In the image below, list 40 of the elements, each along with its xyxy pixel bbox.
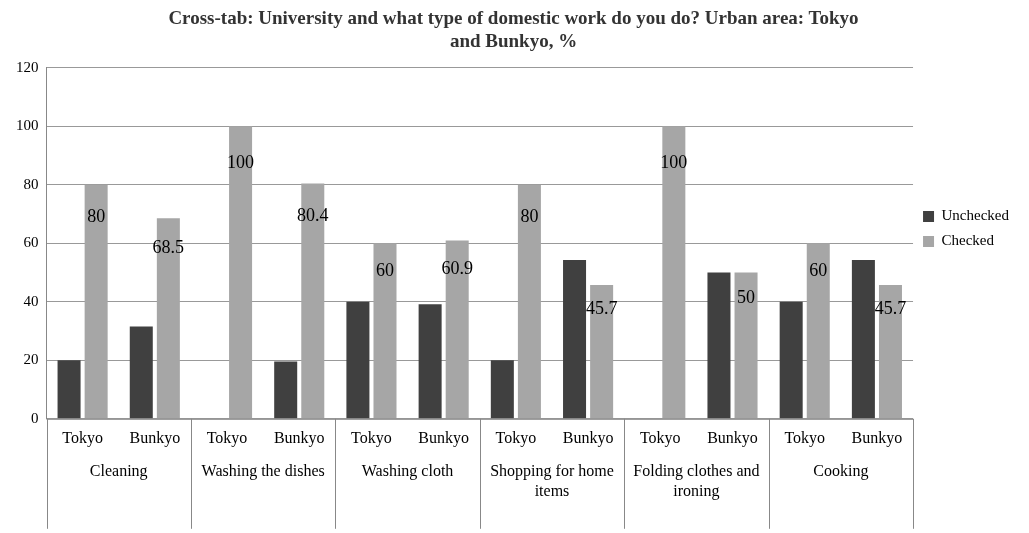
y-tick-label: 80: [23, 175, 39, 192]
x-tick-label: Tokyo: [495, 428, 537, 447]
data-label: 60: [375, 259, 394, 280]
x-tick-label: Tokyo: [639, 428, 681, 447]
data-label: 68.5: [152, 237, 185, 258]
text: Folding clothes and ironing: [633, 462, 760, 500]
y-tick-label: 20: [23, 351, 39, 368]
x-tick-label: Bunkyo: [273, 428, 325, 447]
data-label: 80.4: [297, 205, 329, 226]
data-label: 60: [809, 259, 828, 280]
x-tick-label: Bunkyo: [707, 428, 758, 447]
y-tick-label: 120: [16, 58, 39, 75]
data-label: 45.7: [585, 298, 618, 319]
text: Shopping for home items: [490, 462, 614, 499]
y-tick-label: 100: [16, 117, 39, 134]
text: Cooking: [813, 462, 869, 480]
x-tick-label: Bunkyo: [418, 428, 469, 447]
text: Washing cloth: [361, 462, 454, 480]
data-label: 45.7: [874, 298, 907, 319]
y-tick-label: 60: [23, 234, 39, 251]
x-tick-label: Bunkyo: [129, 428, 181, 447]
data-label: 80: [87, 206, 106, 227]
text: Washing the dishes: [201, 462, 325, 480]
chart-title: Cross-tab: University and what type of domestic work do you do? Urban area: Tokyo and Bunkyo, %: [168, 7, 859, 52]
x-tick-label: Tokyo: [784, 428, 826, 447]
x-tick-label: Bunkyo: [851, 428, 903, 447]
data-label: 50: [737, 286, 756, 307]
data-label: 100: [227, 152, 255, 173]
x-tick-label: Tokyo: [206, 428, 248, 447]
y-tick-label: 0: [31, 409, 39, 426]
x-tick-label: Tokyo: [351, 428, 392, 447]
data-label: 60.9: [441, 257, 473, 278]
x-tick-label: Tokyo: [62, 428, 103, 447]
legend-label: Unchecked: [941, 207, 1010, 224]
x-tick-label: Bunkyo: [562, 428, 614, 447]
legend-label: Checked: [941, 232, 995, 249]
y-tick-label: 40: [23, 292, 39, 309]
data-label: 80: [520, 206, 539, 227]
data-label: 100: [660, 152, 688, 173]
text: Cleaning: [89, 462, 148, 480]
